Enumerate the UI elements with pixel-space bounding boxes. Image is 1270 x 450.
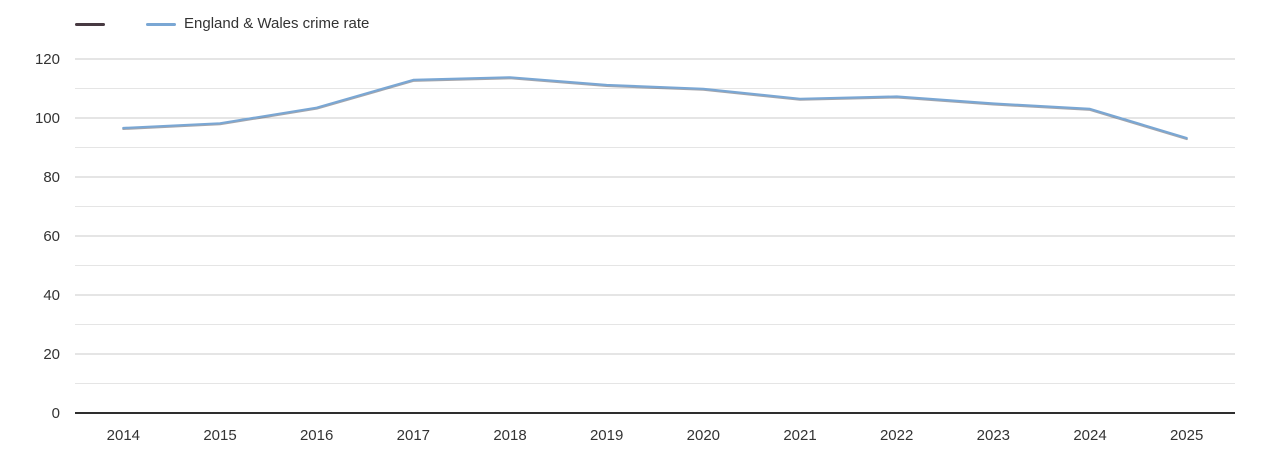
x-axis-tick-label: 2017 — [397, 427, 430, 444]
x-axis-tick-label: 2022 — [880, 427, 913, 444]
x-axis-tick-label: 2023 — [977, 427, 1010, 444]
legend-item-area[interactable] — [75, 22, 113, 26]
x-axis-tick-label: 2014 — [107, 427, 140, 444]
legend-item-england-wales[interactable]: England & Wales crime rate — [146, 16, 369, 32]
x-axis-tick-label: 2015 — [203, 427, 236, 444]
legend-swatch-england-wales — [146, 22, 176, 26]
y-axis-tick-label: 100 — [35, 110, 60, 127]
x-axis-tick-label: 2020 — [687, 427, 720, 444]
y-axis-tick-label: 40 — [43, 287, 60, 304]
legend-label-england-wales: England & Wales crime rate — [184, 15, 370, 32]
y-axis-tick-label: 80 — [43, 169, 60, 186]
y-axis-tick-label: 120 — [35, 51, 60, 68]
y-axis-tick-label: 20 — [43, 346, 60, 363]
x-axis-tick-label: 2018 — [493, 427, 526, 444]
x-axis-tick-label: 2019 — [590, 427, 623, 444]
x-axis-tick-label: 2024 — [1073, 427, 1106, 444]
legend-swatch-area — [75, 22, 105, 26]
x-axis-tick-label: 2025 — [1170, 427, 1203, 444]
chart-legend: England & Wales crime rate — [75, 16, 369, 32]
crime-rate-line — [122, 76, 1188, 140]
y-axis-tick-label: 60 — [43, 228, 60, 245]
x-axis-tick-label: 2016 — [300, 427, 333, 444]
x-axis-tick-label: 2021 — [783, 427, 816, 444]
y-axis-tick-label: 0 — [52, 405, 60, 422]
